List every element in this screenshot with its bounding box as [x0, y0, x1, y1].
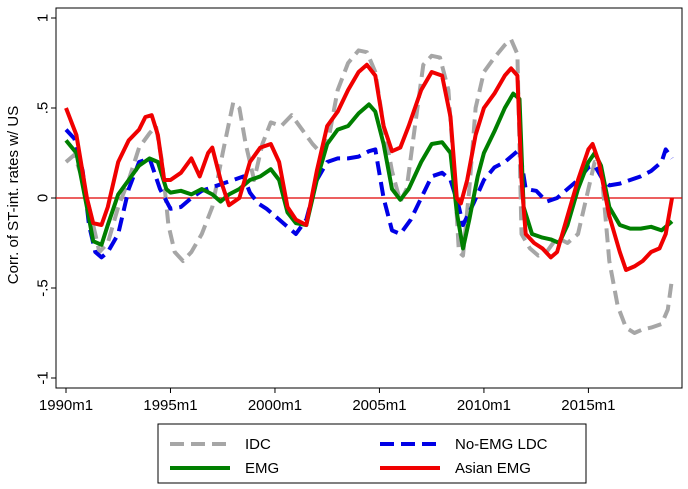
y-tick-label: -.5	[34, 279, 51, 297]
x-tick-label: 2000m1	[248, 397, 302, 414]
legend-label-idc: IDC	[245, 436, 271, 453]
series-line-emg	[64, 91, 674, 251]
series-line-asian-emg	[64, 62, 674, 272]
legend-label-emg: EMG	[245, 460, 279, 477]
legend: IDC No-EMG LDC EMG Asian EMG	[157, 423, 587, 484]
x-tick-label: 1990m1	[39, 397, 93, 414]
x-tick-label: 1995m1	[143, 397, 197, 414]
series-line-no-emg-ldc	[64, 128, 674, 260]
legend-label-no-emg-ldc: No-EMG LDC	[455, 436, 548, 453]
legend-label-asian-emg: Asian EMG	[455, 460, 531, 477]
plot-region: 1 .5 0 -.5 -1 1990m1 1995m1 2000m1 2005m1 2010m1…	[34, 7, 683, 414]
y-tick-label: 1	[34, 14, 51, 22]
x-tick-label: 2010m1	[457, 397, 511, 414]
y-tick-label: -1	[34, 371, 51, 384]
series-layer	[64, 37, 674, 335]
y-axis: 1 .5 0 -.5 -1	[34, 14, 56, 385]
x-tick-label: 2015m1	[561, 397, 615, 414]
legend-box	[157, 423, 587, 484]
x-axis: 1990m1 1995m1 2000m1 2005m1 2010m1 2015m1	[39, 388, 616, 414]
y-tick-label: 0	[34, 194, 51, 202]
y-axis-title: Corr. of ST-int. rates w/ US	[5, 106, 22, 284]
x-tick-label: 2005m1	[352, 397, 406, 414]
y-tick-label: .5	[34, 102, 51, 115]
series-line-idc	[64, 37, 674, 335]
